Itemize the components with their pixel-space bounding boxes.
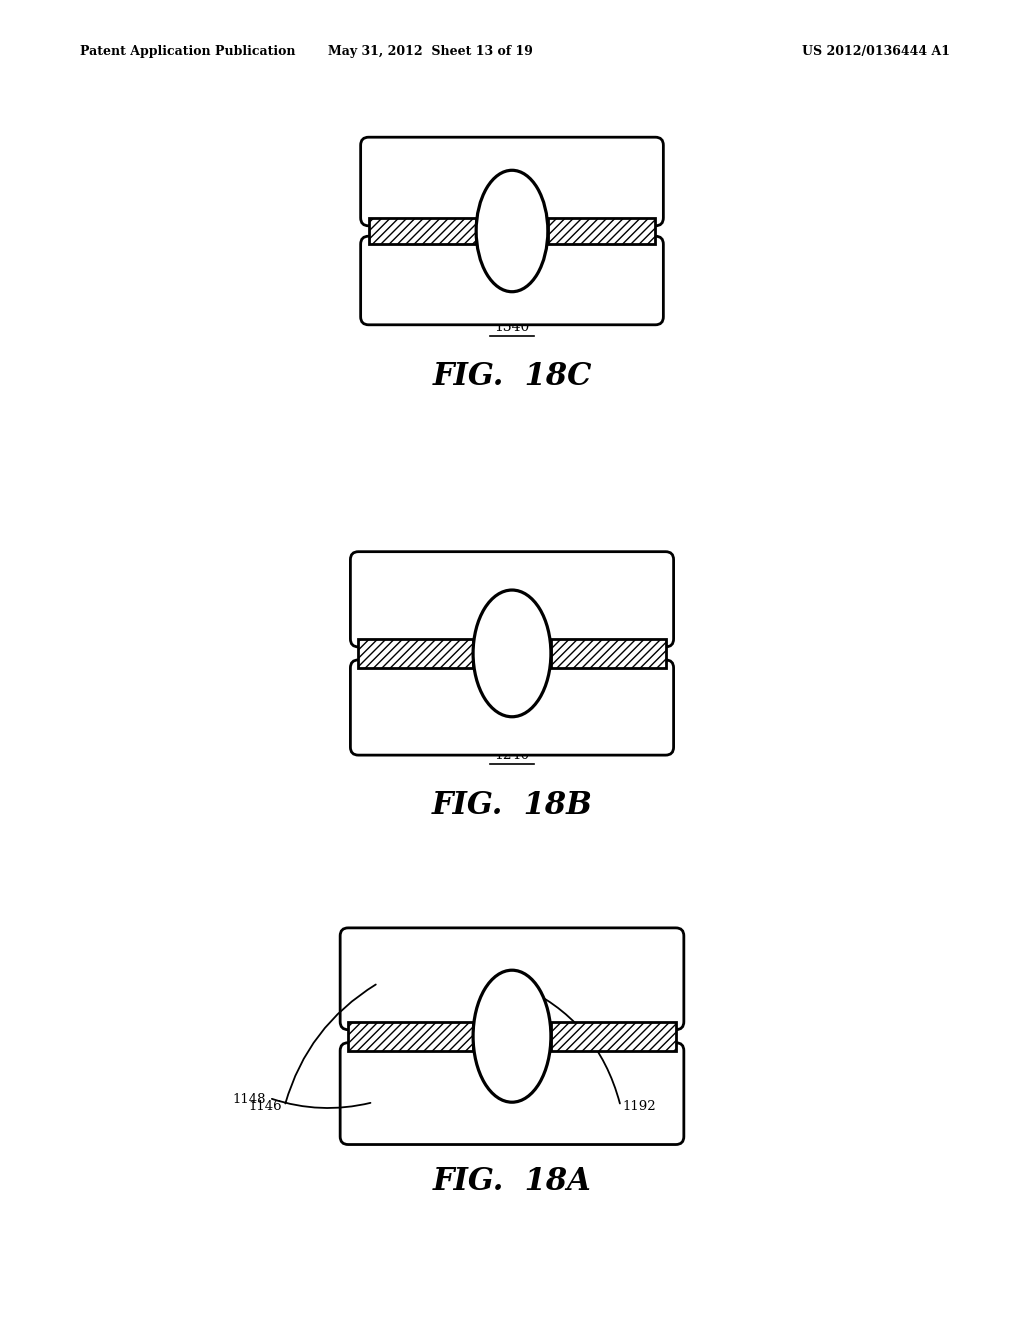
Text: FIG.  18A: FIG. 18A — [432, 1166, 592, 1197]
Bar — [551, 1022, 676, 1051]
Text: 1340: 1340 — [495, 321, 529, 334]
Bar — [348, 1022, 473, 1051]
Ellipse shape — [476, 170, 548, 292]
FancyBboxPatch shape — [340, 928, 684, 1030]
Ellipse shape — [473, 590, 551, 717]
Text: Patent Application Publication: Patent Application Publication — [80, 45, 296, 58]
FancyBboxPatch shape — [360, 236, 664, 325]
Bar — [369, 218, 476, 244]
Bar — [551, 639, 666, 668]
Bar — [358, 639, 473, 668]
FancyBboxPatch shape — [360, 137, 664, 226]
Text: FIG.  18C: FIG. 18C — [432, 360, 592, 392]
Text: FIG.  18B: FIG. 18B — [431, 789, 593, 821]
Text: 1240: 1240 — [495, 748, 529, 762]
FancyBboxPatch shape — [350, 552, 674, 647]
Ellipse shape — [473, 970, 551, 1102]
FancyBboxPatch shape — [350, 660, 674, 755]
Text: 1192: 1192 — [623, 1100, 656, 1113]
Text: May 31, 2012  Sheet 13 of 19: May 31, 2012 Sheet 13 of 19 — [328, 45, 532, 58]
Text: US 2012/0136444 A1: US 2012/0136444 A1 — [802, 45, 950, 58]
FancyBboxPatch shape — [340, 1043, 684, 1144]
Bar — [548, 218, 655, 244]
Text: 1146: 1146 — [248, 1100, 282, 1113]
Text: 1148: 1148 — [232, 1093, 266, 1106]
